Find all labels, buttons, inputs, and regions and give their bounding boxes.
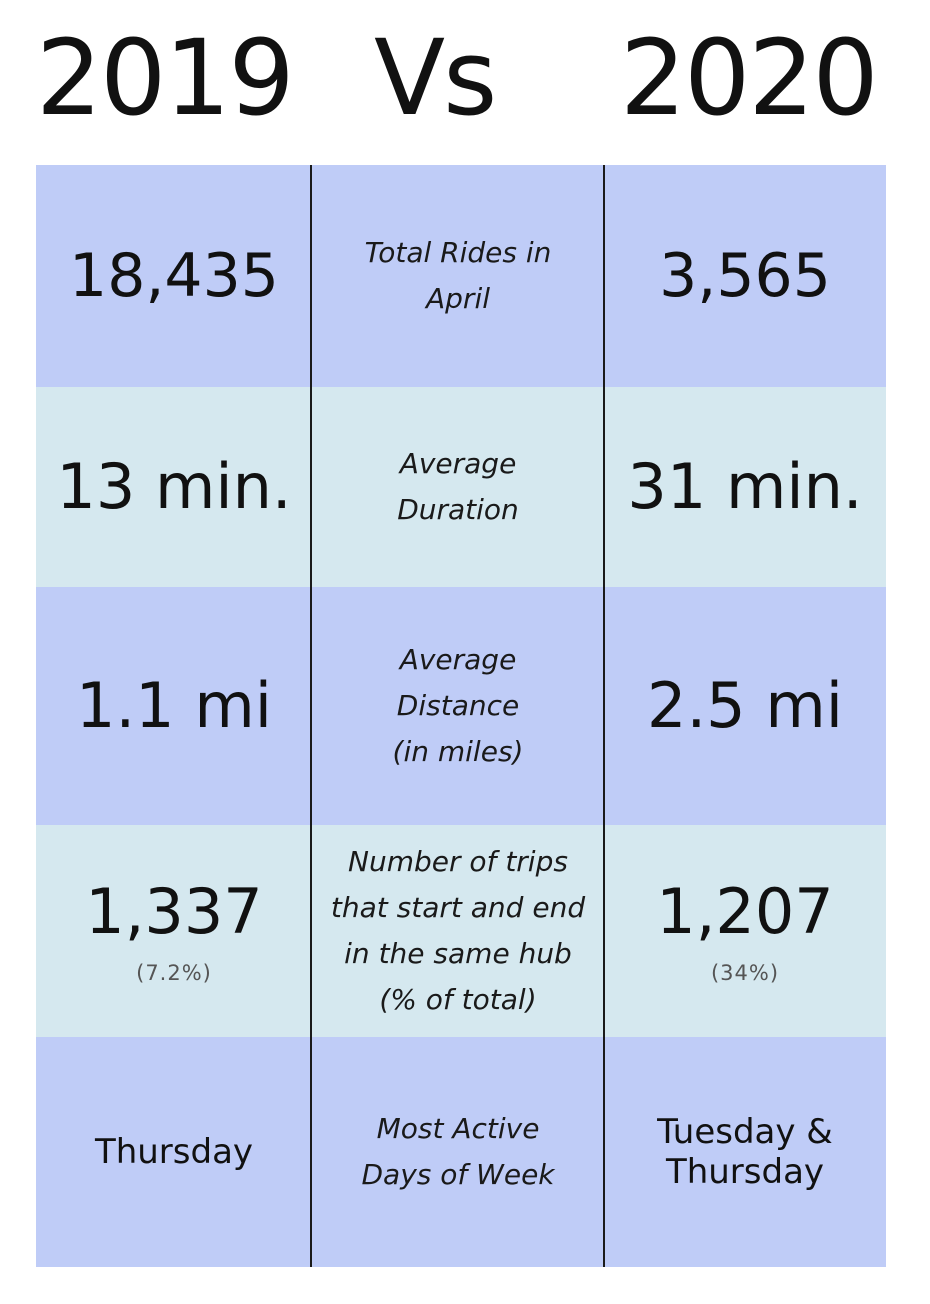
title-year-2019: 2019 bbox=[36, 17, 295, 139]
cell-2019: 18,435 bbox=[36, 165, 312, 387]
metric-label: Total Rides in April bbox=[364, 236, 552, 315]
cell-2019: 1,337 (7.2%) bbox=[36, 825, 312, 1037]
value-2020: Tuesday & Thursday bbox=[657, 1112, 833, 1192]
cell-2020: Tuesday & Thursday bbox=[604, 1037, 886, 1267]
value-2019: 18,435 bbox=[69, 241, 279, 311]
value-2019-percent: (7.2%) bbox=[136, 961, 212, 985]
row-most-active-days: Thursday Most Active Days of Week Tuesda… bbox=[36, 1037, 886, 1267]
value-2020-percent: (34%) bbox=[710, 961, 780, 985]
value-2019: 1.1 mi bbox=[76, 669, 272, 742]
cell-2019: Thursday bbox=[36, 1037, 312, 1267]
cell-metric: Average Distance (in miles) bbox=[312, 587, 604, 825]
cell-metric: Average Duration bbox=[312, 387, 604, 587]
metric-label: Average Duration bbox=[397, 447, 519, 526]
cell-2019: 1.1 mi bbox=[36, 587, 312, 825]
row-same-hub-trips: 1,337 (7.2%) Number of trips that start … bbox=[36, 825, 886, 1037]
cell-metric: Most Active Days of Week bbox=[312, 1037, 604, 1267]
value-2019: Thursday bbox=[94, 1132, 254, 1172]
cell-2020: 3,565 bbox=[604, 165, 886, 387]
cell-2019: 13 min. bbox=[36, 387, 312, 587]
cell-2020: 1,207 (34%) bbox=[604, 825, 886, 1037]
row-average-duration: 13 min. Average Duration 31 min. bbox=[36, 387, 886, 587]
column-divider-right bbox=[603, 165, 605, 1267]
row-average-distance: 1.1 mi Average Distance (in miles) 2.5 m… bbox=[36, 587, 886, 825]
metric-label: Average Distance (in miles) bbox=[392, 643, 524, 768]
value-2020: 3,565 bbox=[659, 241, 831, 311]
column-divider-left bbox=[310, 165, 312, 1267]
value-2020: 31 min. bbox=[627, 450, 863, 523]
value-2020: 2.5 mi bbox=[647, 669, 843, 742]
value-2019: 13 min. bbox=[56, 450, 292, 523]
value-2020: 1,207 bbox=[656, 875, 834, 948]
title-year-2020: 2020 bbox=[620, 17, 879, 139]
comparison-table: 18,435 Total Rides in April 3,565 13 min… bbox=[36, 165, 886, 1267]
metric-label: Number of trips that start and end in th… bbox=[330, 845, 586, 1016]
cell-metric: Total Rides in April bbox=[312, 165, 604, 387]
comparison-title: 2019 Vs 2020 bbox=[36, 18, 886, 138]
title-vs: Vs bbox=[374, 17, 497, 139]
value-2019: 1,337 bbox=[85, 875, 263, 948]
metric-label: Most Active Days of Week bbox=[361, 1112, 555, 1191]
cell-2020: 2.5 mi bbox=[604, 587, 886, 825]
row-total-rides: 18,435 Total Rides in April 3,565 bbox=[36, 165, 886, 387]
cell-2020: 31 min. bbox=[604, 387, 886, 587]
cell-metric: Number of trips that start and end in th… bbox=[312, 825, 604, 1037]
